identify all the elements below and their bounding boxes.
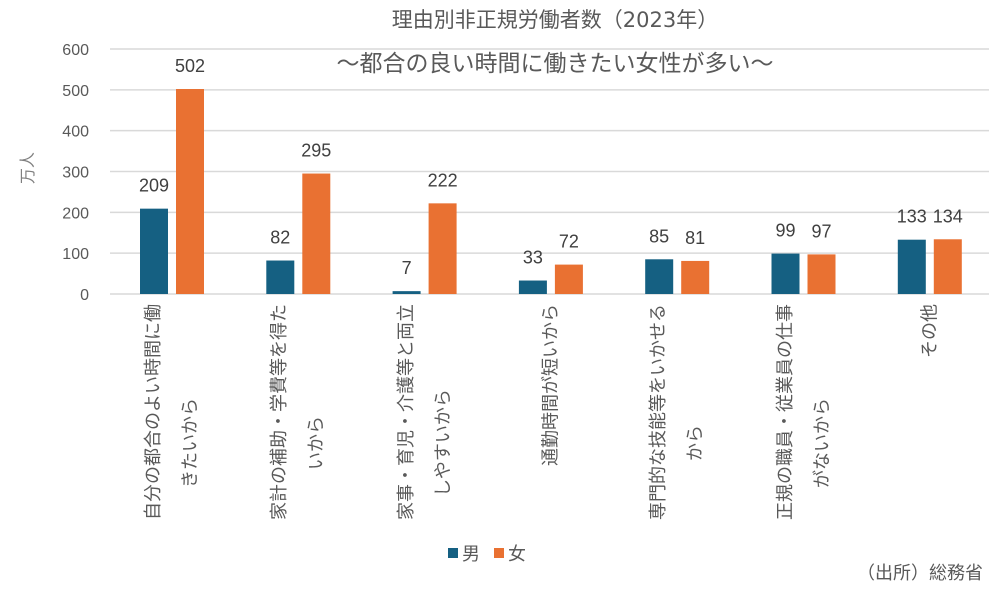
x-category-line: がないから — [811, 398, 833, 488]
bar-female — [176, 89, 204, 295]
y-tick-label: 200 — [62, 205, 89, 222]
data-label-female: 134 — [933, 206, 963, 226]
x-category-text: 専門的な技能等をいかせる から — [640, 304, 714, 582]
chart-title: 理由別非正規労働者数（2023年） — [391, 8, 719, 32]
chart-subtitle: ～都合の良い時間に働きたい女性が多い～ — [336, 51, 774, 77]
bar-male — [266, 260, 295, 294]
data-label-male: 133 — [897, 207, 927, 227]
y-axis-ticks: 0 100 200 300 400 500 600 — [62, 42, 89, 304]
data-label-female: 222 — [428, 170, 458, 190]
bar-male — [645, 259, 674, 294]
x-category-text: 家計の補助・学費等を得た いから — [261, 304, 335, 582]
bar-female — [681, 260, 710, 294]
x-category-line: 自分の都合のよい時間に働 — [143, 304, 164, 520]
legend-label-male: 男 — [462, 544, 480, 565]
data-label-male: 82 — [270, 228, 290, 248]
bar-male — [518, 280, 547, 294]
bar-male — [897, 239, 926, 294]
x-category-text: その他 — [911, 304, 948, 582]
x-category-line: きたいから — [180, 398, 201, 488]
x-category-line: 専門的な技能等をいかせる — [648, 304, 670, 520]
bar-male — [140, 208, 168, 294]
y-tick-label: 600 — [62, 42, 89, 59]
x-category-line: 正規の職員・従業員の仕事 — [774, 304, 796, 520]
data-label-female: 97 — [811, 221, 831, 241]
gridlines — [110, 48, 989, 295]
x-category-line: 家事・育児・介護等と両立 — [395, 304, 417, 520]
data-label-male: 209 — [139, 176, 169, 196]
x-category-line: 家計の補助・学費等を得た — [269, 304, 291, 520]
y-tick-label: 500 — [62, 83, 89, 100]
bar-female — [554, 264, 583, 294]
data-label-male: 85 — [649, 226, 669, 246]
data-label-female: 72 — [559, 232, 579, 252]
legend-item-male: 男 — [448, 540, 480, 566]
data-labels: 209 502 82 295 7 222 33 72 85 81 99 97 133 134 — [139, 56, 963, 278]
x-category-line: から — [685, 425, 707, 461]
data-label-male: 99 — [775, 221, 795, 241]
legend-swatch-male — [448, 548, 458, 558]
y-tick-label: 300 — [62, 165, 89, 182]
data-label-male: 7 — [402, 258, 412, 278]
y-tick-label: 0 — [80, 287, 89, 304]
data-label-female: 295 — [301, 141, 331, 161]
bar-female — [302, 173, 331, 294]
bar-female — [428, 203, 457, 294]
bar-female — [807, 254, 836, 294]
x-category-text: 自分の都合のよい時間に働 きたいから — [135, 304, 209, 582]
bar-female — [933, 239, 962, 294]
bar-male — [771, 253, 800, 294]
bar-male — [392, 291, 421, 294]
source-note: （出所）総務省 — [857, 563, 983, 584]
data-label-female: 81 — [685, 228, 705, 248]
x-category-line: その他 — [919, 304, 941, 358]
legend-label-female: 女 — [508, 544, 526, 565]
bars — [140, 89, 962, 295]
y-tick-label: 400 — [62, 124, 89, 141]
y-tick-label: 100 — [62, 246, 89, 263]
data-label-male: 33 — [523, 248, 543, 268]
x-category-line: いから — [306, 416, 328, 470]
legend-item-female: 女 — [494, 540, 526, 566]
legend: 男 女 — [448, 540, 540, 566]
data-label-female: 502 — [175, 56, 205, 76]
x-category-text: 正規の職員・従業員の仕事 がないから — [767, 304, 841, 582]
legend-swatch-female — [494, 548, 504, 558]
